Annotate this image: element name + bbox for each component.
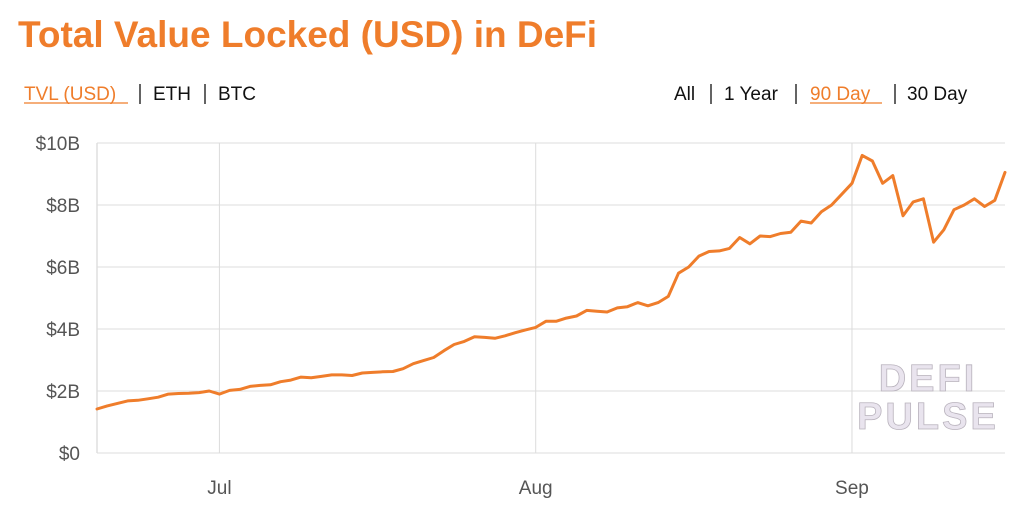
chart-title: Total Value Locked (USD) in DeFi	[18, 14, 597, 55]
plot	[95, 153, 1007, 411]
tab[interactable]: 30 Day	[907, 84, 968, 105]
line	[95, 153, 1007, 411]
x-tick-label: Aug	[519, 478, 553, 499]
tab[interactable]: 1 Year	[724, 84, 779, 105]
y-tick-label: $8B	[46, 196, 80, 217]
watermark: DEFI	[879, 358, 978, 400]
watermark: PULSE	[857, 396, 999, 438]
tab[interactable]: TVL (USD)	[24, 84, 116, 105]
y-tick-label: $10B	[36, 134, 80, 155]
grid: $0 $2B $4B $6B $8B $10B Jul Aug Sep	[36, 134, 1005, 499]
y-tick-label: $2B	[46, 382, 80, 403]
y-tick-label: $4B	[46, 320, 80, 341]
x-tick-label: Sep	[835, 478, 869, 499]
tab[interactable]: ETH	[153, 84, 191, 105]
tab[interactable]: All	[674, 84, 695, 105]
x-tick-label: Jul	[207, 478, 231, 499]
y-tick-label: $6B	[46, 258, 80, 279]
y-tick-label: $0	[59, 444, 80, 465]
tab[interactable]: 90 Day	[810, 84, 871, 105]
tab[interactable]: BTC	[218, 84, 256, 105]
